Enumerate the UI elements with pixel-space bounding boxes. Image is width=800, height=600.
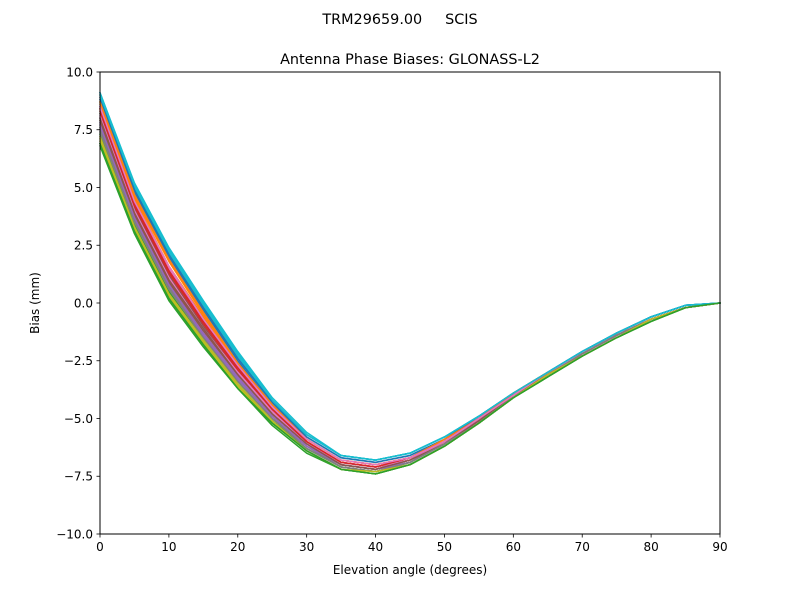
x-tick-label: 20 [230,540,245,554]
x-tick-label: 0 [96,540,104,554]
chart-title: Antenna Phase Biases: GLONASS-L2 [280,52,540,68]
series-line-31 [99,142,721,475]
x-axis: 0 10 20 30 40 50 60 70 80 90 [96,534,728,554]
x-tick-label: 10 [161,540,176,554]
x-tick-label: 80 [643,540,658,554]
x-tick-label: 70 [575,540,590,554]
y-tick-label: 0.0 [74,296,93,310]
series-line-28 [99,131,721,473]
y-tick-label: −10.0 [56,527,93,541]
y-axis-label: Bias (mm) [28,272,42,334]
y-tick-label: 5.0 [74,181,93,195]
x-axis-label: Elevation angle (degrees) [333,563,487,577]
figure-suptitle: TRM29659.00 SCIS [321,12,477,28]
y-tick-label: −2.5 [64,354,93,368]
y-axis: −10.0 −7.5 −5.0 −2.5 0.0 2.5 5.0 7.5 10.0 [56,65,100,541]
x-tick-label: 50 [437,540,452,554]
x-tick-label: 90 [712,540,727,554]
y-tick-label: 7.5 [74,123,93,137]
x-tick-label: 30 [299,540,314,554]
series-layer [99,91,721,475]
y-tick-label: −5.0 [64,412,93,426]
y-tick-label: 2.5 [74,239,93,253]
series-line-30 [99,94,721,461]
y-tick-label: −7.5 [64,470,93,484]
x-tick-label: 60 [506,540,521,554]
y-tick-label: 10.0 [66,65,93,79]
x-tick-label: 40 [368,540,383,554]
